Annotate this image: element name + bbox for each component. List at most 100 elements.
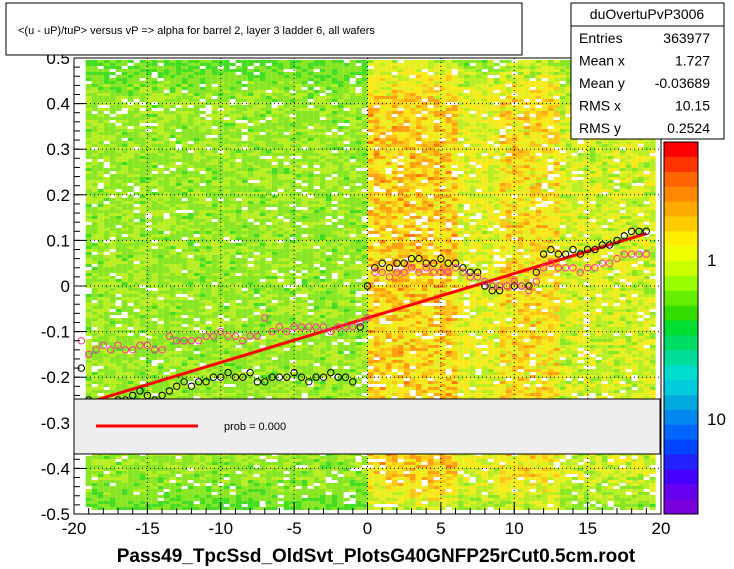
stats-value: 10.15 bbox=[675, 98, 710, 114]
data-point bbox=[627, 227, 636, 236]
data-point bbox=[481, 277, 489, 286]
data-point bbox=[635, 227, 643, 236]
data-point bbox=[517, 282, 526, 290]
data-point bbox=[444, 268, 452, 276]
data-point bbox=[525, 282, 533, 290]
data-point bbox=[136, 387, 144, 395]
data-point bbox=[121, 346, 130, 354]
data-point bbox=[231, 332, 240, 340]
data-point bbox=[532, 277, 540, 286]
data-point bbox=[224, 332, 232, 340]
data-point bbox=[158, 346, 166, 354]
data-point bbox=[393, 259, 401, 267]
data-point bbox=[378, 268, 386, 276]
data-point bbox=[576, 250, 584, 258]
data-point bbox=[598, 259, 606, 267]
data-point bbox=[495, 286, 504, 295]
data-point bbox=[202, 378, 210, 386]
x-tick-label: -20 bbox=[62, 519, 87, 538]
y-tick-label: -0.4 bbox=[41, 459, 70, 478]
data-point bbox=[165, 387, 174, 395]
x-tick-label: 10 bbox=[505, 519, 524, 538]
data-point bbox=[334, 373, 342, 381]
data-point bbox=[136, 341, 144, 349]
fit-line bbox=[73, 232, 647, 409]
data-point bbox=[187, 337, 196, 345]
y-tick-label: -0.3 bbox=[41, 414, 70, 433]
data-point bbox=[327, 327, 335, 336]
data-point bbox=[349, 378, 357, 386]
y-tick-label: 0.2 bbox=[46, 186, 70, 205]
y-tick-label: 0 bbox=[61, 277, 70, 296]
data-point bbox=[561, 250, 570, 258]
data-point bbox=[129, 346, 137, 354]
data-point bbox=[605, 241, 614, 249]
data-point bbox=[275, 373, 284, 381]
data-point bbox=[253, 378, 262, 386]
data-point bbox=[503, 282, 511, 290]
data-point bbox=[583, 245, 592, 254]
data-point bbox=[297, 323, 306, 331]
data-point bbox=[224, 368, 232, 377]
data-point bbox=[415, 254, 423, 263]
data-point bbox=[481, 282, 489, 290]
x-tick-label: -15 bbox=[135, 519, 160, 538]
data-point bbox=[598, 241, 606, 249]
data-point bbox=[356, 318, 364, 327]
data-point bbox=[92, 346, 100, 354]
data-point bbox=[283, 327, 291, 336]
data-point bbox=[400, 259, 408, 267]
data-point bbox=[180, 378, 188, 386]
data-point bbox=[261, 378, 269, 386]
data-point bbox=[554, 250, 562, 258]
y-tick-label: 0.1 bbox=[46, 231, 70, 250]
data-point bbox=[165, 332, 174, 340]
data-point bbox=[627, 250, 636, 258]
data-point bbox=[466, 273, 474, 281]
legend-label: prob = 0.000 bbox=[224, 421, 286, 433]
x-tick-label: 20 bbox=[652, 519, 671, 538]
data-point bbox=[290, 323, 298, 331]
stats-value: 1.727 bbox=[675, 53, 710, 69]
data-point bbox=[341, 323, 350, 331]
y-tick-label: -0.1 bbox=[41, 323, 70, 342]
data-point bbox=[539, 250, 548, 258]
stats-label: Mean x bbox=[579, 53, 625, 69]
data-point bbox=[261, 314, 269, 322]
data-point bbox=[319, 373, 328, 381]
data-point bbox=[239, 373, 247, 381]
data-point bbox=[620, 250, 628, 258]
data-point bbox=[554, 264, 562, 272]
data-point bbox=[371, 264, 379, 272]
data-point bbox=[99, 341, 108, 349]
data-point bbox=[217, 373, 225, 381]
data-point bbox=[268, 373, 276, 381]
data-point bbox=[642, 250, 650, 258]
data-point bbox=[231, 373, 240, 381]
data-point bbox=[180, 337, 188, 345]
data-point bbox=[217, 327, 225, 336]
x-tick-label: 15 bbox=[578, 519, 597, 538]
data-point bbox=[569, 245, 577, 254]
y-tick-label: 0.3 bbox=[46, 140, 70, 159]
data-point bbox=[349, 323, 357, 331]
data-point bbox=[613, 236, 621, 245]
data-point bbox=[385, 273, 394, 281]
data-point bbox=[393, 268, 401, 276]
stats-label: Mean y bbox=[579, 75, 625, 91]
data-point bbox=[525, 286, 533, 295]
data-point bbox=[415, 268, 423, 276]
data-point bbox=[495, 282, 504, 290]
data-point bbox=[275, 323, 284, 331]
data-point bbox=[363, 282, 372, 290]
data-point bbox=[400, 268, 408, 276]
fit-line-group bbox=[73, 232, 647, 409]
data-point bbox=[356, 323, 364, 331]
data-point bbox=[547, 245, 555, 254]
data-point bbox=[283, 373, 291, 381]
colorbar-tick-label: 10 bbox=[707, 410, 726, 429]
data-point bbox=[437, 254, 445, 263]
data-point bbox=[422, 259, 430, 267]
data-point bbox=[385, 264, 394, 272]
